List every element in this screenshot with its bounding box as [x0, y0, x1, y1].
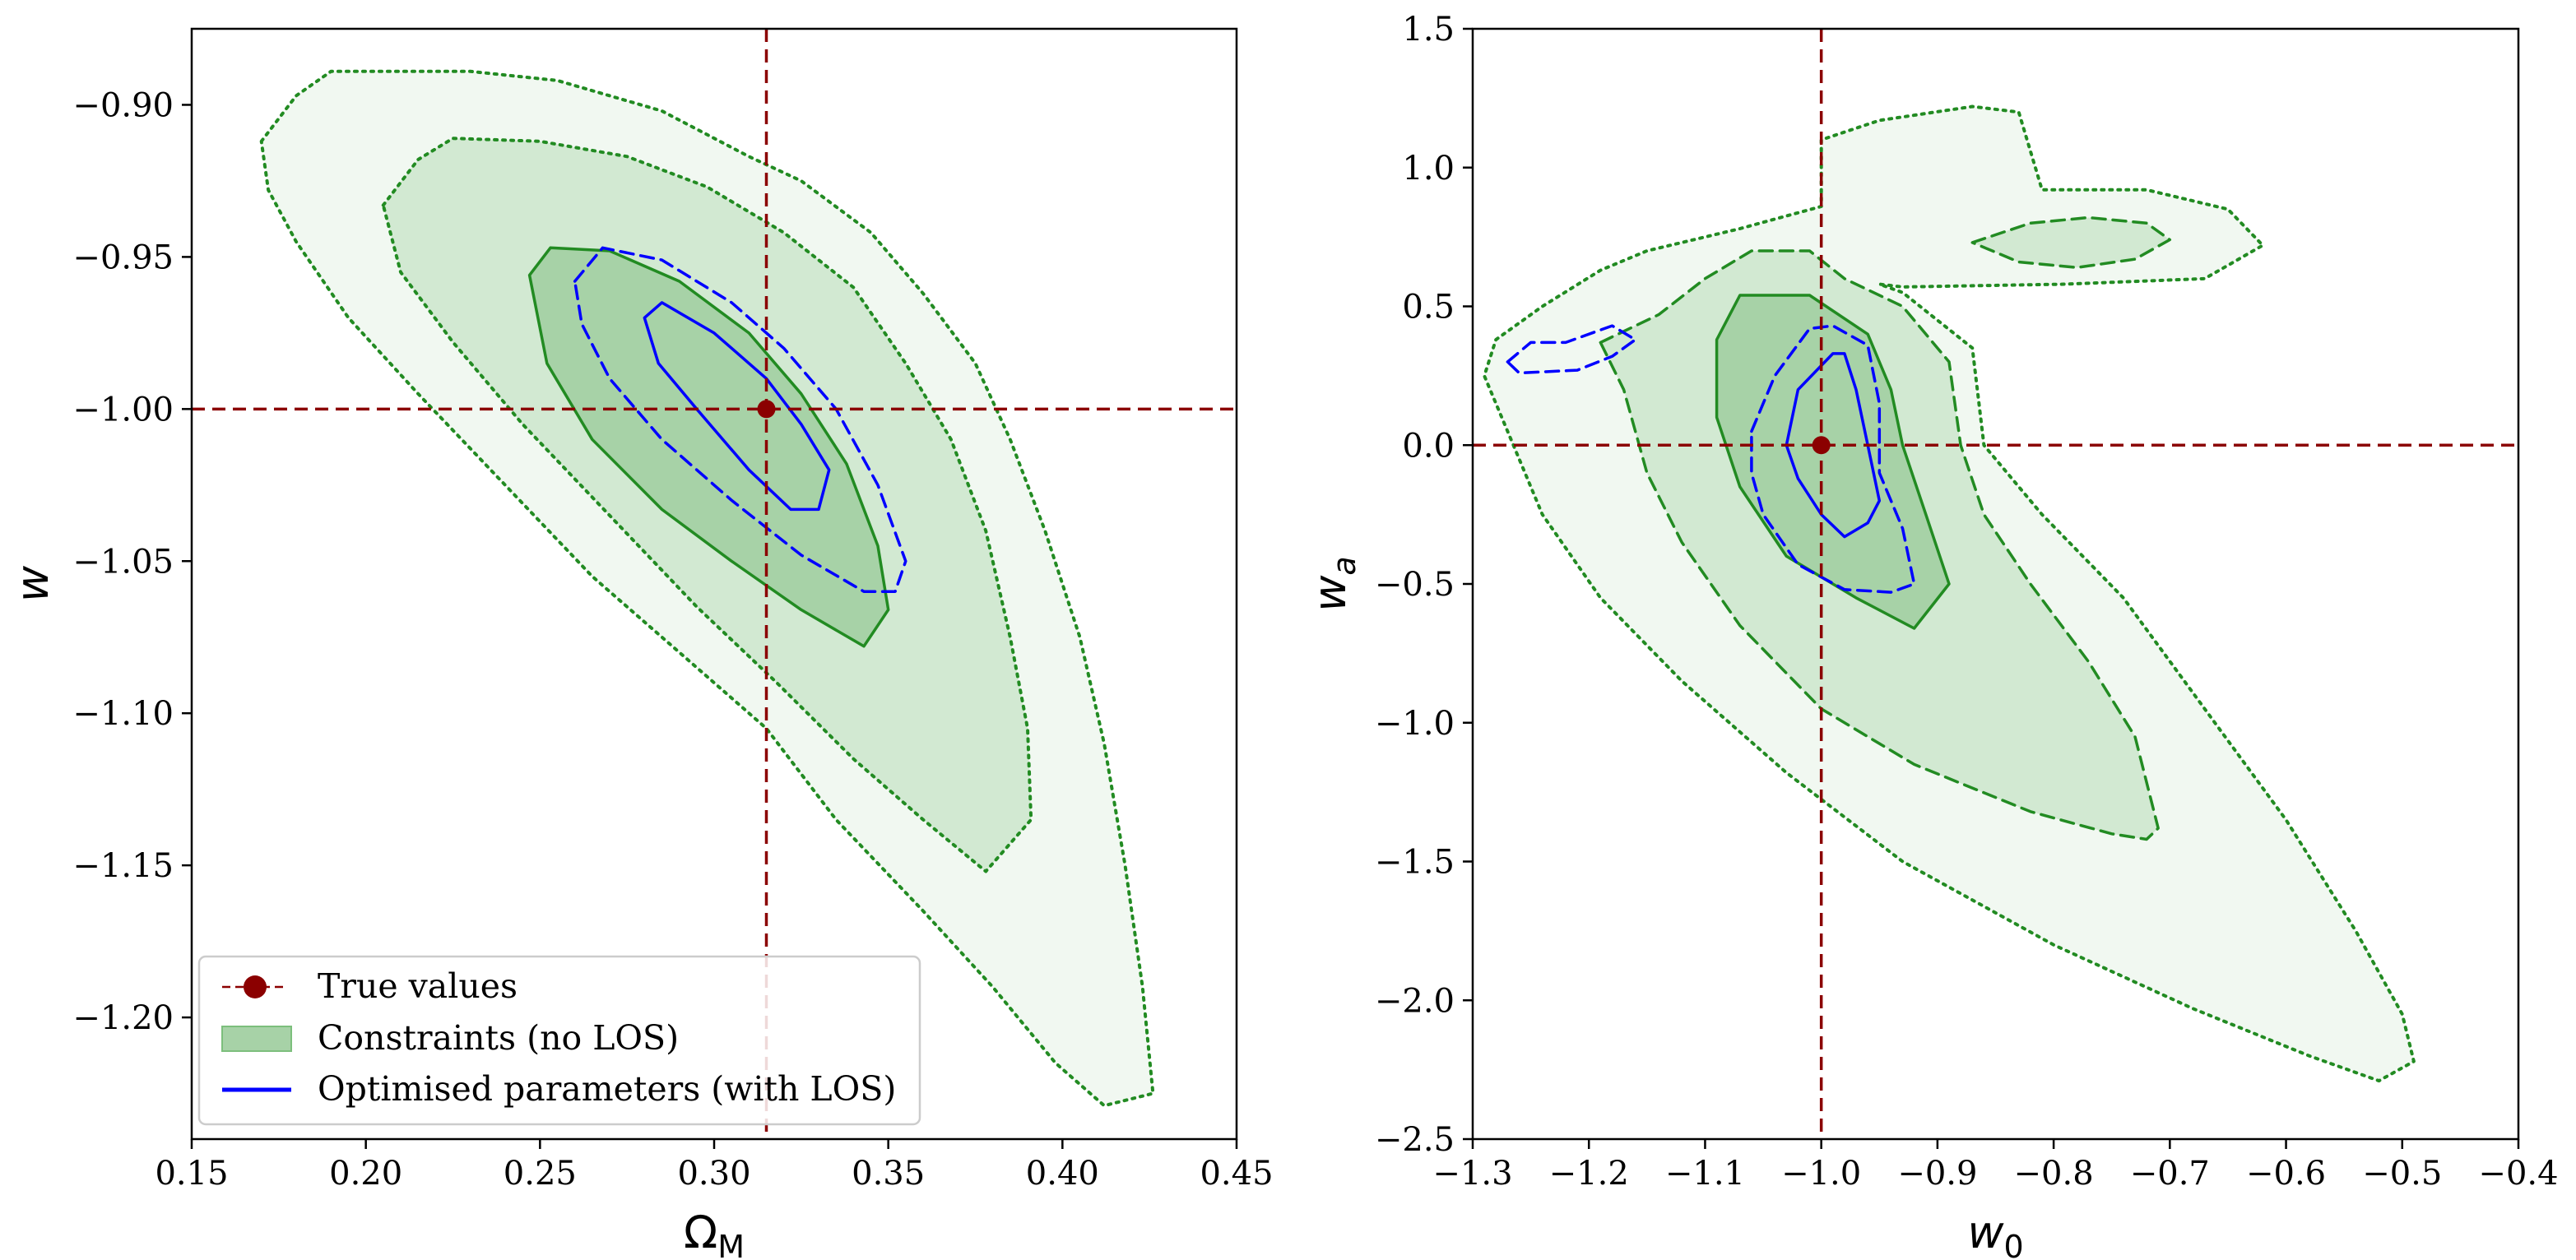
left-x-tick-label: 0.35	[852, 1155, 925, 1193]
right-contour-no-los-1sigma	[1715, 294, 1951, 630]
right-y-tick-label: −2.5	[1375, 1121, 1455, 1159]
left-y-tick-label: −1.10	[72, 695, 174, 733]
left-truth-lines	[192, 29, 1237, 1139]
right-x-tick-label: −1.0	[1781, 1155, 1861, 1193]
right-x-tick-label: −0.8	[2014, 1155, 2094, 1193]
right-x-tick-label: −1.2	[1549, 1155, 1629, 1193]
right-ticks: −1.3 −1.2 −1.1 −1.0 −0.9 −0.8 −0.7 −0.6 −0.5 −0.4…	[1375, 11, 2559, 1193]
right-x-tick-label: −0.6	[2246, 1155, 2326, 1193]
left-x-tick-label: 0.45	[1200, 1155, 1273, 1193]
left-contour-los-1sigma	[643, 301, 831, 512]
legend-constraints-patch	[221, 1026, 292, 1052]
right-y-tick-label: 1.5	[1402, 11, 1455, 49]
legend-truth-marker	[244, 975, 267, 998]
right-y-axis-label: wa	[1304, 556, 1362, 611]
left-y-tick-label: −0.90	[72, 86, 174, 124]
right-y-tick-label: −1.0	[1375, 705, 1455, 743]
right-x-tick-label: −0.9	[1897, 1155, 1977, 1193]
right-contour-los-2sigma	[1750, 324, 1916, 594]
left-truth-marker	[757, 400, 776, 419]
left-y-tick-label: −0.95	[72, 239, 174, 276]
right-contour-no-los-2sigma-island	[1970, 215, 2172, 270]
right-y-tick-label: 0.0	[1402, 427, 1455, 465]
right-truth-lines	[1473, 29, 2518, 1139]
left-contours	[259, 69, 1155, 1108]
left-x-tick-label: 0.40	[1026, 1155, 1099, 1193]
right-x-tick-label: −1.1	[1665, 1155, 1745, 1193]
left-y-tick-label: −1.15	[72, 847, 174, 885]
left-y-tick-label: −1.00	[72, 391, 174, 428]
right-x-tick-label: −0.4	[2478, 1155, 2558, 1193]
right-x-tick-label: −0.5	[2362, 1155, 2442, 1193]
left-x-tick-label: 0.15	[155, 1155, 228, 1193]
right-contours	[1483, 104, 2416, 1083]
legend-box	[197, 955, 921, 1126]
right-y-tick-label: 1.0	[1402, 150, 1455, 188]
legend-label-optimised: Optimised parameters (with LOS)	[318, 1069, 896, 1109]
left-ticks: 0.15 0.20 0.25 0.30 0.35 0.40 0.45 −0.90 −0.95 −1…	[72, 86, 1273, 1193]
left-x-axis-label: ΩM	[684, 1207, 745, 1260]
left-contour-no-los-1sigma	[527, 246, 890, 648]
left-x-tick-label: 0.20	[329, 1155, 402, 1193]
right-x-axis-label: w0	[1967, 1207, 2023, 1260]
legend-label-constraints: Constraints (no LOS)	[318, 1018, 679, 1058]
right-x-tick-label: −0.7	[2130, 1155, 2210, 1193]
right-y-tick-label: −1.5	[1375, 844, 1455, 882]
right-contour-los-2sigma-island	[1506, 324, 1637, 375]
right-x-tick-label: −1.3	[1432, 1155, 1512, 1193]
right-y-tick-label: −2.0	[1375, 982, 1455, 1020]
left-y-axis-label: w	[7, 565, 58, 602]
left-panel: 0.15 0.20 0.25 0.30 0.35 0.40 0.45 −0.90 −0.95 −1…	[7, 27, 1274, 1260]
legend-label-true-values: True values	[318, 966, 518, 1006]
left-x-tick-label: 0.30	[677, 1155, 750, 1193]
left-x-tick-label: 0.25	[504, 1155, 577, 1193]
left-y-tick-label: −1.20	[72, 999, 174, 1037]
right-panel: −1.3 −1.2 −1.1 −1.0 −0.9 −0.8 −0.7 −0.6 −0.5 −0.4…	[1304, 11, 2559, 1260]
legend: True values Constraints (no LOS) Optimis…	[197, 955, 921, 1126]
right-y-tick-label: 0.5	[1402, 289, 1455, 327]
right-y-tick-label: −0.5	[1375, 566, 1455, 604]
left-contour-los-2sigma	[573, 246, 907, 593]
right-contour-los-1sigma	[1785, 352, 1882, 539]
left-y-tick-label: −1.05	[72, 543, 174, 581]
right-truth-marker	[1812, 436, 1831, 455]
